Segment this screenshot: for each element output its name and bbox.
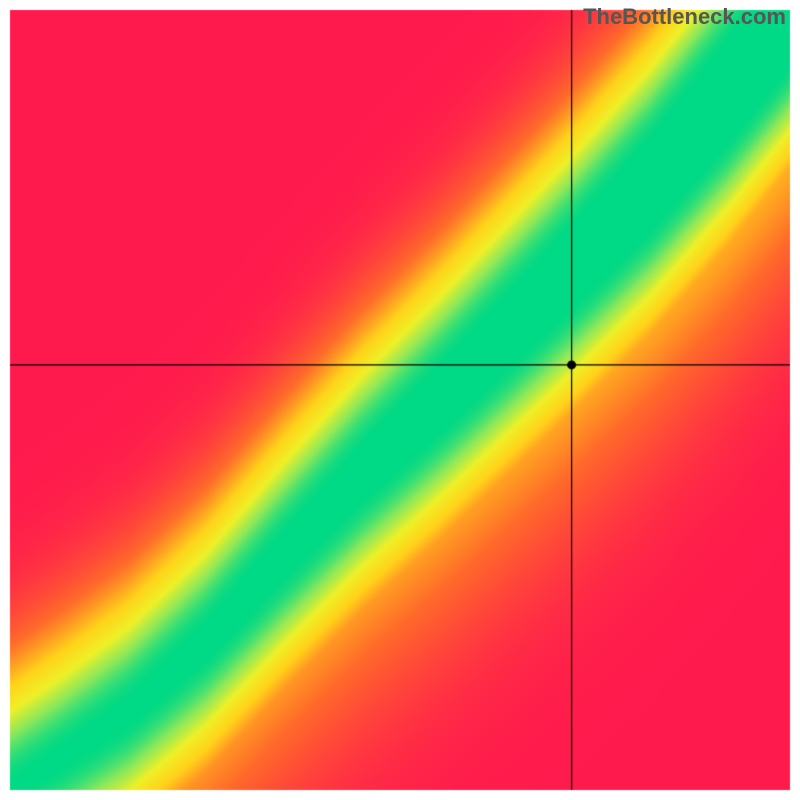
bottleneck-heatmap [0,0,800,800]
chart-container: TheBottleneck.com [0,0,800,800]
watermark-text: TheBottleneck.com [583,4,786,30]
